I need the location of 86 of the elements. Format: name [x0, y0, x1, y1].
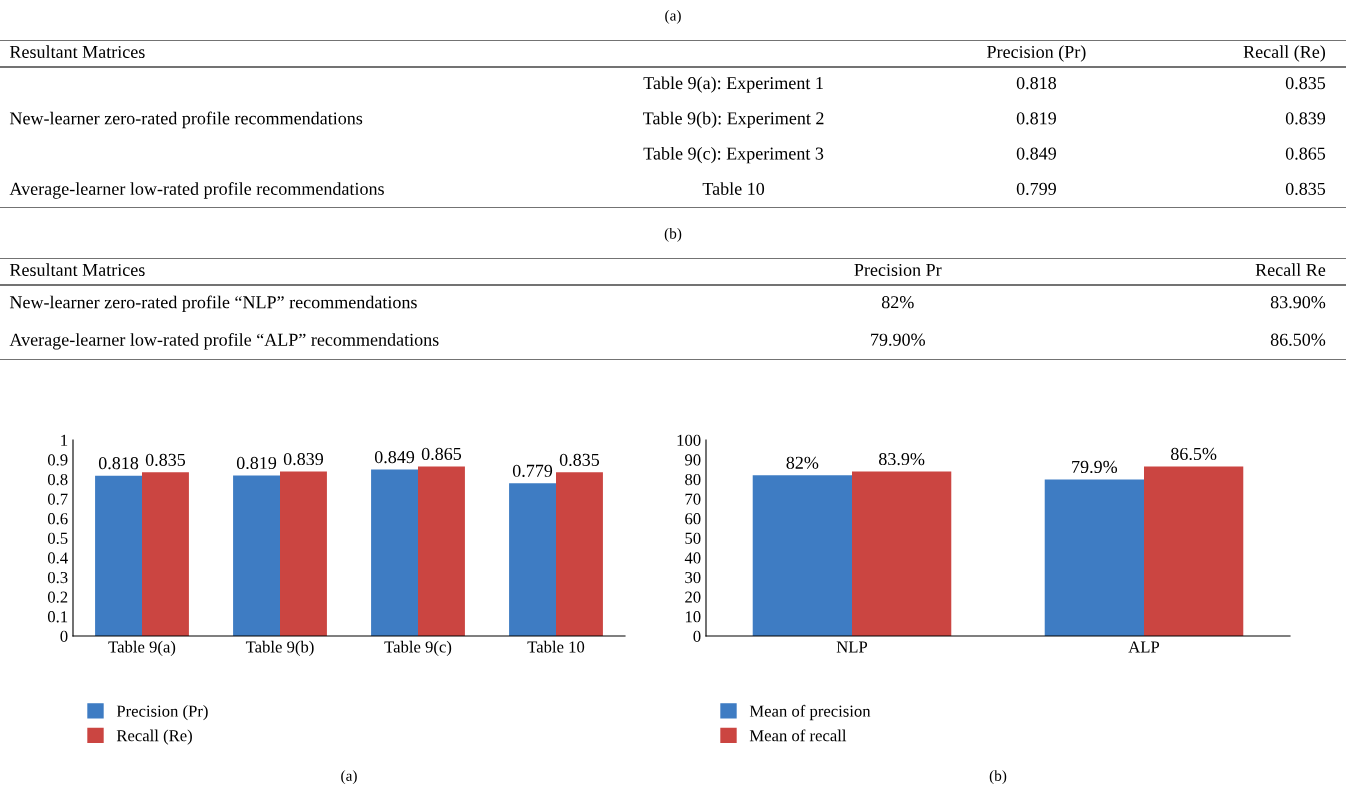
- legend-label: Recall (Re): [116, 729, 192, 745]
- bar: [95, 475, 142, 636]
- y-tick-label: 0.8: [47, 473, 68, 486]
- text: Average-learner low-rated profile “ALP” recommendations: [9, 332, 439, 350]
- y-tick-label: 0: [60, 630, 68, 642]
- x-tick-label: Table 9(c): [384, 640, 452, 656]
- x-tick-label: Table 10: [527, 640, 585, 653]
- bar: [752, 475, 852, 636]
- y-tick-label: 40: [684, 552, 701, 564]
- category-label: Resultant Matrices: [9, 45, 145, 59]
- bar: [556, 472, 603, 636]
- data-label: 79.9%: [1072, 460, 1118, 474]
- y-tick-label: 100: [677, 434, 701, 446]
- y-tick-label: 90: [685, 454, 701, 466]
- text: (a): [665, 9, 681, 24]
- bar: [233, 475, 280, 636]
- data-label: 82%: [786, 456, 819, 469]
- text: 0.799: [1016, 182, 1056, 195]
- y-tick-label: 0.5: [47, 532, 68, 545]
- text: 0.819: [1016, 112, 1056, 125]
- x-tick-label: Table 9(b): [245, 640, 314, 656]
- legend-label: Mean of recall: [749, 729, 847, 742]
- text: Table 9(a): Experiment 1: [643, 76, 823, 93]
- text: 0.849: [1016, 147, 1056, 160]
- text: (b): [989, 770, 1007, 785]
- data-label: 0.835: [559, 453, 600, 466]
- data-label: 0.849: [374, 450, 415, 464]
- category-label: Recall Re: [1255, 263, 1326, 277]
- category-label: Resultant Matrices: [9, 263, 145, 277]
- y-tick-label: 80: [685, 473, 701, 486]
- data-label: 0.779: [512, 464, 553, 477]
- y-tick-label: 0: [693, 630, 701, 642]
- category-label: Precision Pr: [854, 263, 942, 277]
- text: 86.50%: [1270, 333, 1326, 346]
- text: 79.90%: [871, 333, 925, 346]
- text: Table 10: [702, 182, 765, 195]
- bar: [418, 466, 465, 636]
- bar: [142, 472, 189, 636]
- y-tick-label: 50: [685, 532, 701, 544]
- text: Table 9(b): Experiment 2: [643, 111, 824, 129]
- bar: [280, 471, 327, 636]
- x-tick-label: ALP: [1128, 641, 1160, 653]
- text: 83.90%: [1270, 296, 1326, 309]
- y-tick-label: 0.1: [47, 611, 68, 623]
- legend-label: Precision (Pr): [116, 705, 208, 721]
- text: 0.865: [1285, 147, 1326, 160]
- bar: [852, 471, 952, 636]
- bar: [1044, 479, 1144, 636]
- text: Table 9(c): Experiment 3: [643, 146, 824, 164]
- text: (b): [664, 227, 682, 242]
- y-tick-label: 0.3: [47, 571, 68, 584]
- data-label: 0.839: [283, 452, 324, 466]
- data-label: 83.9%: [879, 452, 925, 466]
- y-tick-label: 10: [685, 611, 701, 623]
- bar: [371, 469, 418, 636]
- legend-label: Mean of precision: [749, 704, 871, 721]
- text: (a): [341, 770, 357, 785]
- y-tick-label: 0.6: [47, 513, 68, 525]
- y-tick-label: 20: [685, 591, 701, 603]
- y-tick-label: 0.9: [47, 454, 68, 466]
- text: New-learner zero-rated profile recommendations: [9, 111, 363, 129]
- text: 0.818: [1016, 76, 1057, 90]
- y-tick-label: 0.4: [47, 552, 68, 564]
- text: Average-learner low-rated profile recommendations: [9, 182, 384, 199]
- bar: [509, 483, 556, 636]
- y-tick-label: 0.2: [47, 591, 68, 603]
- category-label: Precision (Pr): [987, 45, 1086, 62]
- data-label: 0.865: [421, 447, 462, 461]
- y-tick-label: 70: [685, 493, 701, 505]
- data-label: 0.819: [236, 456, 277, 470]
- y-tick-label: 1: [61, 434, 68, 446]
- x-tick-label: Table 9(a): [108, 640, 176, 656]
- text: 0.835: [1285, 182, 1326, 195]
- text: New-learner zero-rated profile “NLP” recommendations: [9, 295, 417, 313]
- data-label: 86.5%: [1171, 447, 1217, 461]
- data-label: 0.835: [145, 453, 186, 466]
- text: 0.835: [1285, 76, 1326, 90]
- text: 82%: [881, 296, 914, 309]
- x-tick-label: NLP: [836, 641, 868, 653]
- bar: [1144, 466, 1244, 636]
- y-tick-label: 60: [685, 513, 701, 525]
- y-tick-label: 0.7: [47, 493, 68, 505]
- text: 0.839: [1285, 112, 1326, 125]
- data-label: 0.818: [98, 457, 139, 470]
- y-tick-label: 30: [685, 571, 701, 584]
- category-label: Recall (Re): [1243, 45, 1326, 62]
